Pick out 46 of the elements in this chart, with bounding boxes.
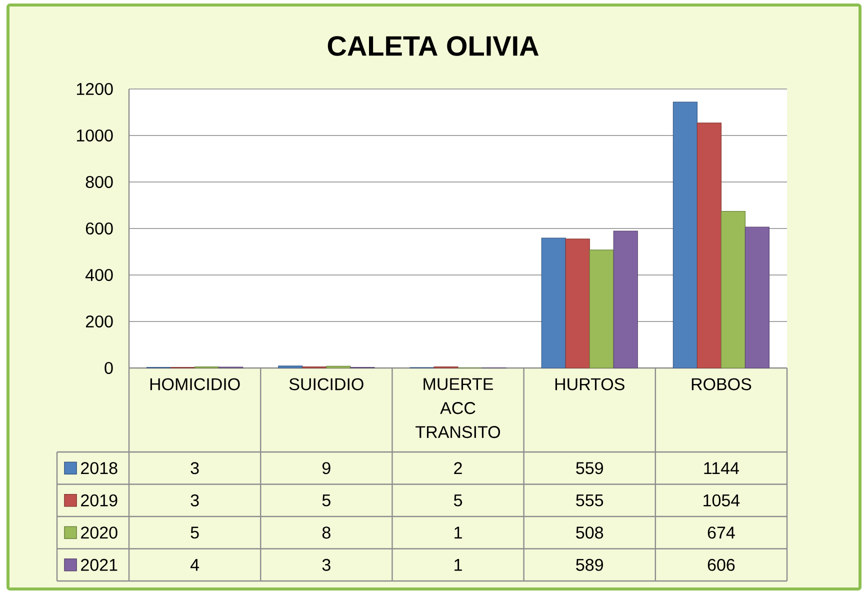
data-label: 3 — [190, 494, 199, 506]
x-tick-label: SUICIDIO — [289, 378, 364, 390]
data-label: 1 — [454, 559, 462, 571]
y-tick-label: 200 — [86, 315, 113, 328]
data-label: 5 — [454, 494, 462, 506]
data-label: 5 — [190, 526, 199, 539]
data-label: 4 — [190, 559, 200, 571]
data-label: 1054 — [704, 494, 740, 506]
data-label: 9 — [322, 462, 330, 474]
y-tick-label: 1200 — [76, 82, 113, 96]
bar — [565, 238, 590, 368]
y-tick-label: 1000 — [76, 129, 113, 142]
bar — [589, 250, 614, 368]
data-label: 508 — [576, 526, 604, 539]
bar — [744, 226, 770, 368]
data-label: 3 — [322, 558, 330, 571]
bar — [672, 102, 698, 368]
data-label: 606 — [708, 558, 735, 571]
data-label: 8 — [322, 526, 330, 539]
y-tick-label: 800 — [86, 176, 113, 188]
data-label: 559 — [576, 462, 603, 474]
bar — [696, 122, 722, 368]
bar — [541, 238, 566, 368]
y-tick-label: 400 — [86, 268, 113, 282]
bar — [278, 366, 303, 368]
x-tick-label: MUERTE ACC TRANSITO — [416, 378, 500, 438]
chart-title: CALETA OLIVIA — [328, 36, 539, 56]
data-label: 1 — [454, 526, 462, 538]
y-tick-label: 600 — [86, 222, 113, 235]
data-label: 3 — [190, 462, 199, 474]
legend-label: 2018 — [81, 462, 118, 474]
data-label: 555 — [576, 494, 604, 506]
x-tick-label: HOMICIDIO — [150, 378, 240, 390]
data-label: 674 — [708, 526, 735, 539]
data-label: 5 — [322, 494, 330, 506]
legend-label: 2020 — [81, 526, 118, 539]
data-label: 2 — [454, 462, 462, 474]
x-tick-label: ROBOS — [692, 378, 752, 390]
bar — [720, 210, 746, 368]
legend-label: 2019 — [81, 494, 118, 506]
data-label: 589 — [576, 558, 603, 571]
data-label: 1144 — [704, 462, 739, 474]
y-tick-label: 0 — [104, 362, 113, 374]
x-tick-label: HURTOS — [555, 378, 624, 390]
bar — [613, 230, 638, 368]
legend-label: 2021 — [81, 558, 118, 571]
